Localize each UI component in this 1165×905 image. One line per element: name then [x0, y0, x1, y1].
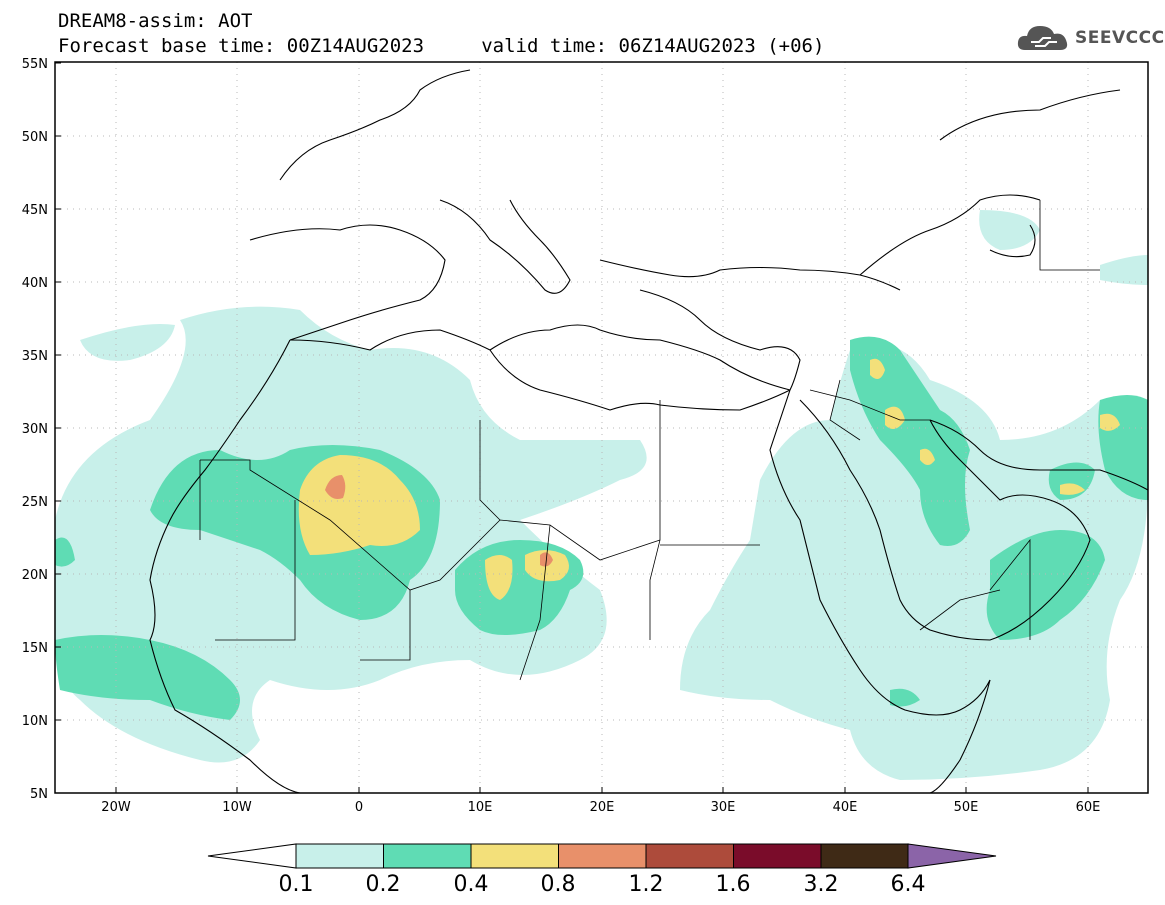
lat-label: 40N	[22, 276, 48, 291]
lat-label: 55N	[22, 57, 48, 72]
colorbar-swatch	[820, 843, 909, 869]
colorbar-swatch	[733, 843, 822, 869]
borders	[199, 200, 1100, 681]
lon-labels: 20W 10W 0 10E 20E 30E 40E 50E 60E	[101, 800, 1100, 815]
lat-ticks	[55, 62, 1089, 793]
lat-label: 5N	[30, 787, 48, 802]
lon-label: 0	[355, 800, 363, 815]
colorbar-high-arrow	[907, 843, 997, 869]
colorbar-label: 1.2	[629, 872, 664, 897]
map-area	[55, 62, 1148, 793]
lat-label: 30N	[22, 422, 48, 437]
lon-label: 20W	[101, 800, 131, 815]
colorbar-label: 6.4	[891, 872, 926, 897]
seevccc-logo: SEEVCCC	[1015, 20, 1164, 60]
map-title: DREAM8-assim: AOT	[58, 10, 253, 32]
colorbar-swatch	[645, 843, 734, 869]
lat-label: 20N	[22, 568, 48, 583]
lat-labels: 55N 50N 45N 40N 35N 30N 25N 20N 15N 10N …	[22, 57, 48, 802]
lon-label: 40E	[833, 800, 858, 815]
lon-label: 10E	[468, 800, 493, 815]
lon-label: 20E	[590, 800, 615, 815]
lon-label: 50E	[954, 800, 979, 815]
colorbar-swatch	[558, 843, 647, 869]
lat-label: 15N	[22, 641, 48, 656]
coastlines	[149, 69, 1148, 793]
logo-text: SEEVCCC	[1075, 28, 1165, 48]
colorbar-label: 0.1	[279, 872, 314, 897]
lat-label: 45N	[22, 203, 48, 218]
colorbar-low-arrow	[207, 843, 297, 869]
lon-label: 10W	[222, 800, 252, 815]
lon-label: 60E	[1076, 800, 1101, 815]
lat-label: 35N	[22, 349, 48, 364]
lat-label: 25N	[22, 495, 48, 510]
lon-label: 30E	[711, 800, 736, 815]
colorbar-swatch	[295, 843, 384, 869]
cloud-icon	[1017, 26, 1068, 50]
forecast-times: Forecast base time: 00Z14AUG2023 valid t…	[58, 35, 825, 57]
colorbar-label: 0.2	[366, 872, 401, 897]
lat-label: 50N	[22, 130, 48, 145]
graticule	[55, 62, 1148, 793]
colorbar-label: 0.8	[541, 872, 576, 897]
lat-label: 10N	[22, 714, 48, 729]
colorbar-label: 1.6	[716, 872, 751, 897]
colorbar-label: 3.2	[804, 872, 839, 897]
colorbar	[207, 843, 997, 869]
colorbar-swatch	[470, 843, 559, 869]
colorbar-label: 0.4	[454, 872, 489, 897]
colorbar-swatch	[383, 843, 472, 869]
colorbar-labels: 0.1 0.2 0.4 0.8 1.2 1.6 3.2 6.4	[279, 872, 926, 897]
